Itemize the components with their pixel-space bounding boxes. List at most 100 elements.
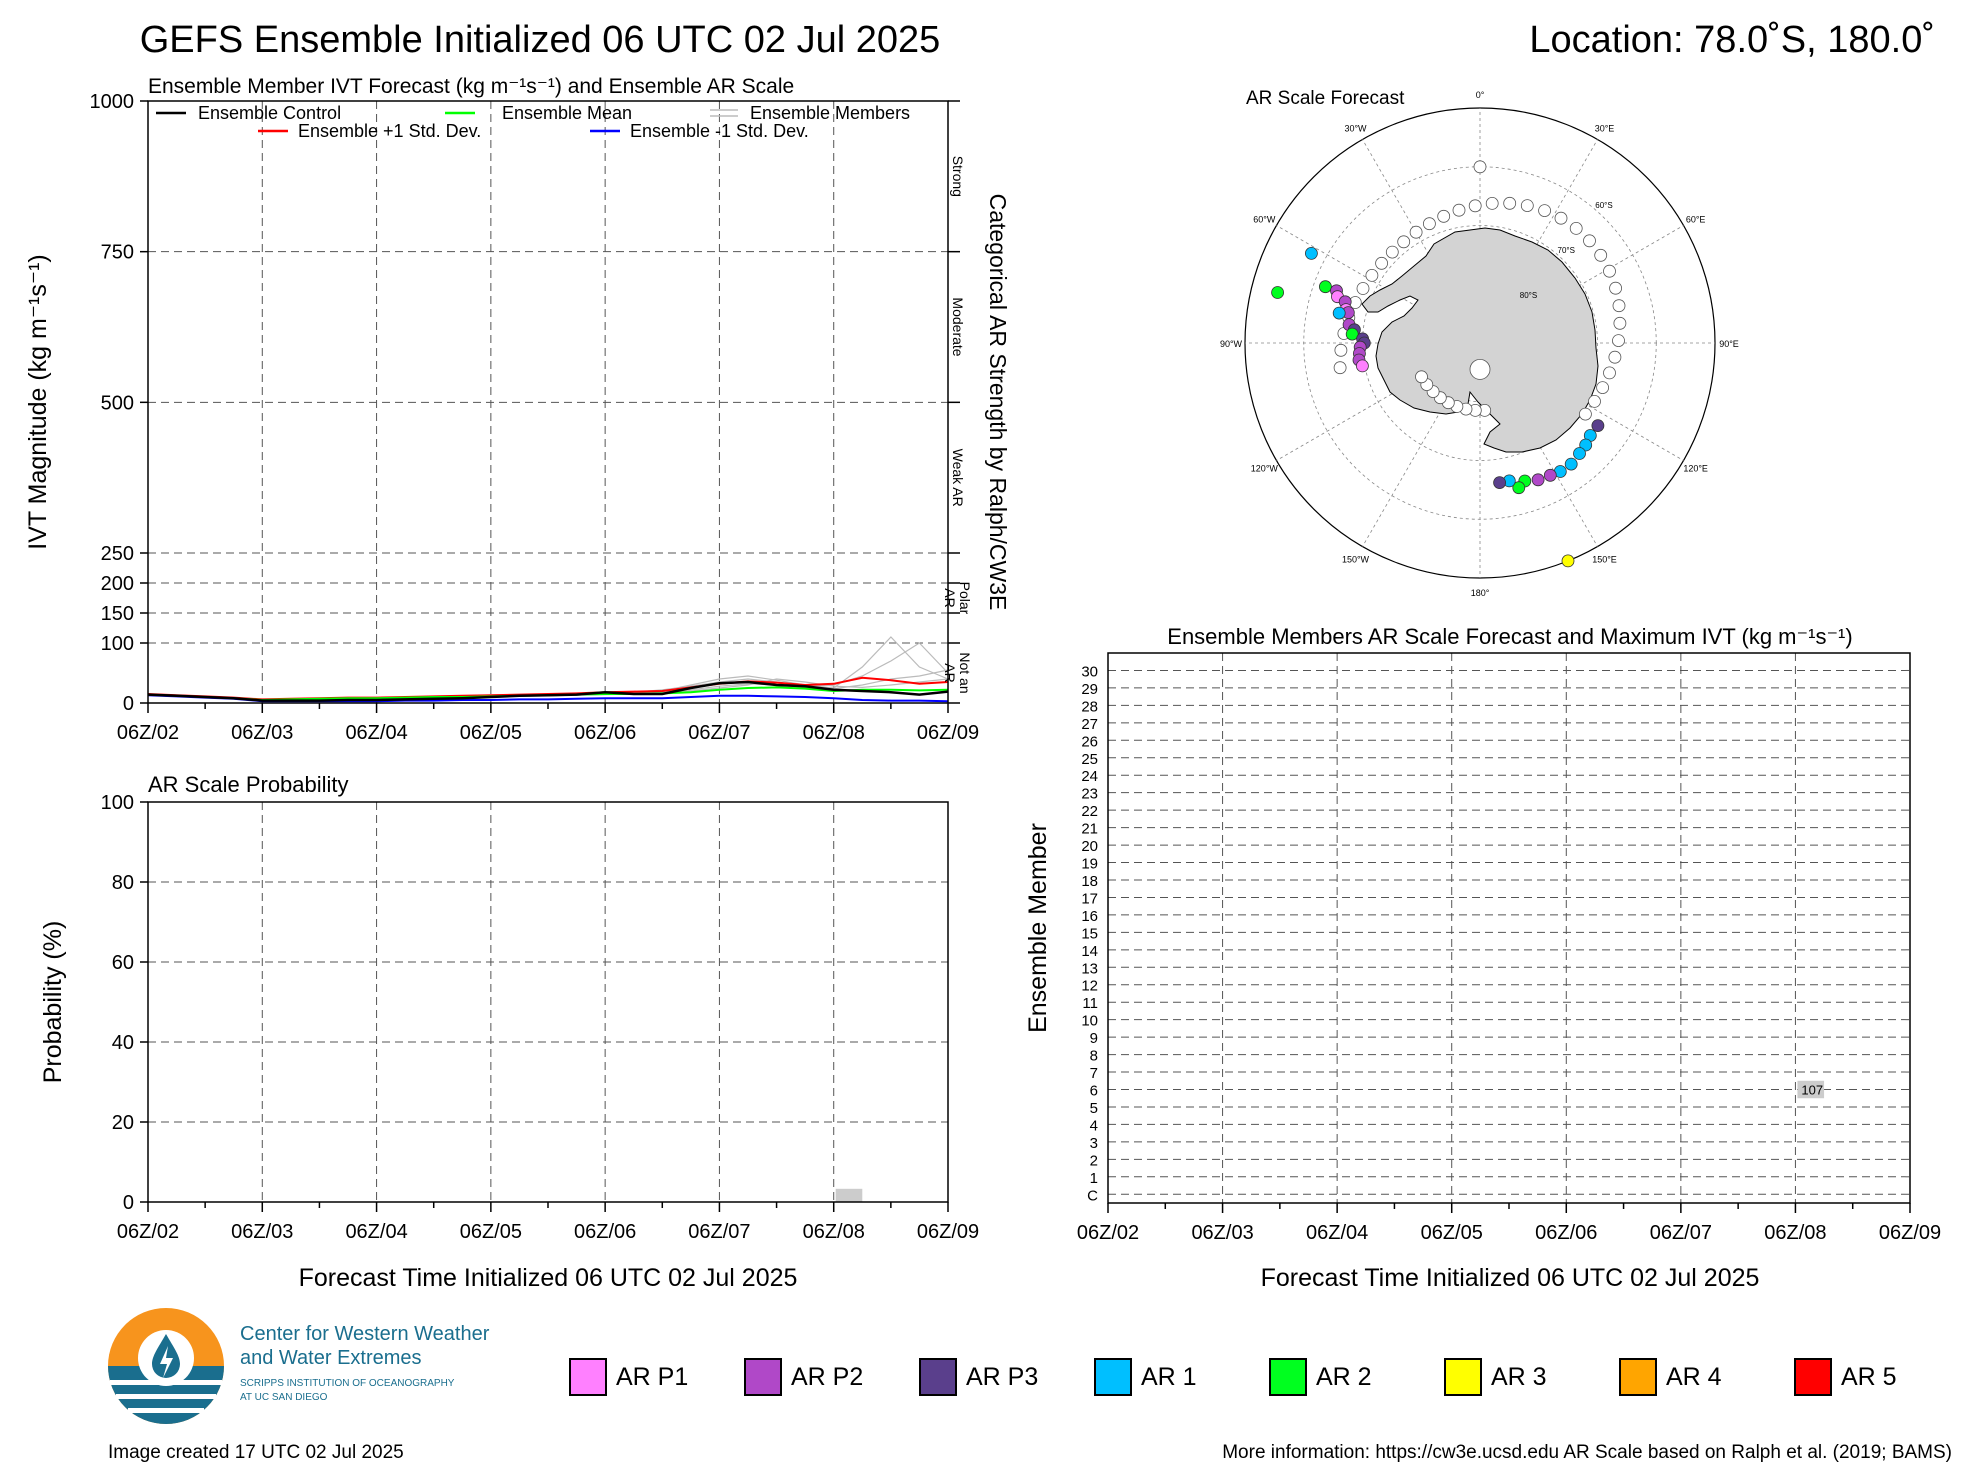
map-point-not-ar <box>1613 316 1627 330</box>
members-y-tick-label: 30 <box>1081 663 1098 680</box>
map-point-not-ar <box>1468 199 1482 213</box>
probability-bar <box>835 1188 863 1202</box>
map-point-not-ar <box>1397 235 1411 249</box>
probability-y-tick-label: 60 <box>112 952 134 974</box>
probability-x-axis-label: Forecast Time Initialized 06 UTC 02 Jul … <box>299 1264 798 1292</box>
map-point-not-ar <box>1520 199 1534 213</box>
members-y-tick-label: 24 <box>1081 768 1098 785</box>
legend-label-ar-4: AR 4 <box>1666 1363 1722 1391</box>
ar-category-label-line: Weak AR <box>950 449 966 507</box>
map-point-not-ar <box>1609 281 1622 295</box>
members-y-tick-label: 5 <box>1090 1100 1098 1117</box>
map-point-ar-1 <box>1332 306 1346 320</box>
logo-line-1: Center for Western Weather <box>240 1323 490 1345</box>
probability-plot-frame <box>147 801 949 1203</box>
ivt-panel: Ensemble Member IVT Forecast (kg m⁻¹s⁻¹)… <box>24 75 1011 744</box>
map-point-ar-1 <box>1573 447 1586 460</box>
members-y-tick-label: 9 <box>1090 1030 1098 1047</box>
members-y-ticks: C123456789101112131415161718192021222324… <box>1081 663 1098 1204</box>
ivt-y-tick-label: 150 <box>101 603 134 625</box>
members-y-tick-label: 16 <box>1081 908 1098 925</box>
legend-swatch-ar-2 <box>1269 1358 1307 1396</box>
probability-x-tick-label: 06Z/06 <box>574 1221 636 1243</box>
legend-label-ar-p1: AR P1 <box>616 1363 688 1391</box>
members-y-tick-label: 7 <box>1090 1065 1098 1082</box>
ivt-x-tick-label: 06Z/06 <box>574 722 636 744</box>
series-line-ensemble-control <box>147 680 949 702</box>
probability-bars <box>835 1188 863 1202</box>
map-longitude-label: 120°W <box>1251 464 1279 474</box>
map-point-not-ar <box>1554 211 1568 225</box>
more-info-note: More information: https://cw3e.ucsd.edu … <box>1222 1442 1952 1463</box>
members-y-tick-label: 10 <box>1081 1013 1098 1030</box>
location-label: Location: 78.0˚S, 180.0˚ <box>1529 19 1935 61</box>
map-point-not-ar <box>1603 366 1616 380</box>
map-point-ar-2 <box>1319 280 1332 294</box>
ivt-x-tick-label: 06Z/07 <box>688 722 750 744</box>
map-point-not-ar <box>1612 334 1625 348</box>
map-point-not-ar <box>1356 282 1370 295</box>
map-point-not-ar <box>1334 343 1348 357</box>
members-x-tick-label: 06Z/07 <box>1650 1222 1712 1244</box>
legend-swatch-ar-4 <box>1619 1358 1657 1396</box>
ivt-x-tick-label: 06Z/04 <box>345 722 407 744</box>
map-point-not-ar <box>1423 217 1436 231</box>
ivt-y-tick-label: 200 <box>101 573 134 595</box>
ivt-legend: Ensemble Control Ensemble Mean Ensemble … <box>156 103 910 141</box>
probability-y-axis-label: Probability (%) <box>39 921 67 1084</box>
members-x-tick-label: 06Z/09 <box>1879 1222 1941 1244</box>
map-point-not-ar <box>1409 225 1423 239</box>
map-point-not-ar <box>1385 245 1399 259</box>
map-point-not-ar <box>1415 370 1428 384</box>
members-y-tick-label: 19 <box>1081 856 1098 873</box>
probability-x-tick-label: 06Z/07 <box>688 1221 750 1243</box>
probability-y-tick-label: 100 <box>101 792 134 814</box>
probability-panel-title: AR Scale Probability <box>148 772 349 797</box>
map-point-ar-p2 <box>1531 473 1545 487</box>
map-longitude-label: 90°W <box>1220 339 1243 349</box>
map-longitude-label: 60°E <box>1686 215 1706 225</box>
ivt-y-tick-label: 1000 <box>90 91 135 113</box>
ar-category-label-line: Strong <box>950 156 966 197</box>
ar-category-label: Strong <box>950 156 966 197</box>
map-longitude-label: 180° <box>1471 588 1490 598</box>
map-longitude-label: 150°W <box>1342 555 1370 565</box>
ivt-y-tick-label: 100 <box>101 633 134 655</box>
legend-label-ar-1: AR 1 <box>1141 1363 1197 1391</box>
members-y-tick-label: 13 <box>1081 960 1098 977</box>
members-y-tick-label: 28 <box>1081 698 1098 715</box>
ivt-x-tick-label: 06Z/03 <box>231 722 293 744</box>
legend-swatch-ar-p1 <box>569 1358 607 1396</box>
probability-x-ticks: 06Z/02 06Z/03 06Z/04 06Z/05 06Z/06 06Z/07 06Z/… <box>117 1202 979 1243</box>
members-y-tick-label: 27 <box>1081 716 1098 733</box>
map-point-not-ar <box>1375 256 1388 270</box>
ivt-y-tick-label: 250 <box>101 543 134 565</box>
map-point-not-ar <box>1608 350 1622 364</box>
ar-category-label: Weak AR <box>950 449 966 507</box>
members-x-tick-label: 06Z/05 <box>1421 1222 1483 1244</box>
map-point-not-ar <box>1473 160 1487 174</box>
legend-plus-std-label: Ensemble +1 Std. Dev. <box>298 121 481 141</box>
ivt-y-ticks: 0 100 150 200 250 500 750 1000 <box>90 91 960 715</box>
members-y-tick-label: 15 <box>1081 925 1098 942</box>
ivt-x-tick-label: 06Z/08 <box>803 722 865 744</box>
ar-category-label: Moderate <box>950 297 966 356</box>
map-longitude-label: 0° <box>1476 90 1485 100</box>
probability-x-tick-label: 06Z/09 <box>917 1221 979 1243</box>
members-y-tick-label: 23 <box>1081 786 1098 803</box>
probability-y-tick-label: 40 <box>112 1032 134 1054</box>
map-point-ar-p3 <box>1493 476 1506 490</box>
members-y-tick-label: 8 <box>1090 1048 1098 1065</box>
map-point-not-ar <box>1588 394 1601 408</box>
ar-category-label-line: Not an <box>957 652 973 693</box>
map-point-not-ar <box>1503 196 1517 210</box>
members-x-tick-label: 06Z/02 <box>1077 1222 1139 1244</box>
legend-members-label: Ensemble Members <box>750 103 910 123</box>
map-point-ar-2 <box>1345 327 1359 341</box>
map-point-ar-p3 <box>1591 419 1605 433</box>
map-point-not-ar <box>1437 209 1451 223</box>
map-longitude-label: 120°E <box>1683 464 1708 474</box>
ar-category-label-line: AR <box>942 663 958 682</box>
probability-gridlines <box>148 802 948 1202</box>
